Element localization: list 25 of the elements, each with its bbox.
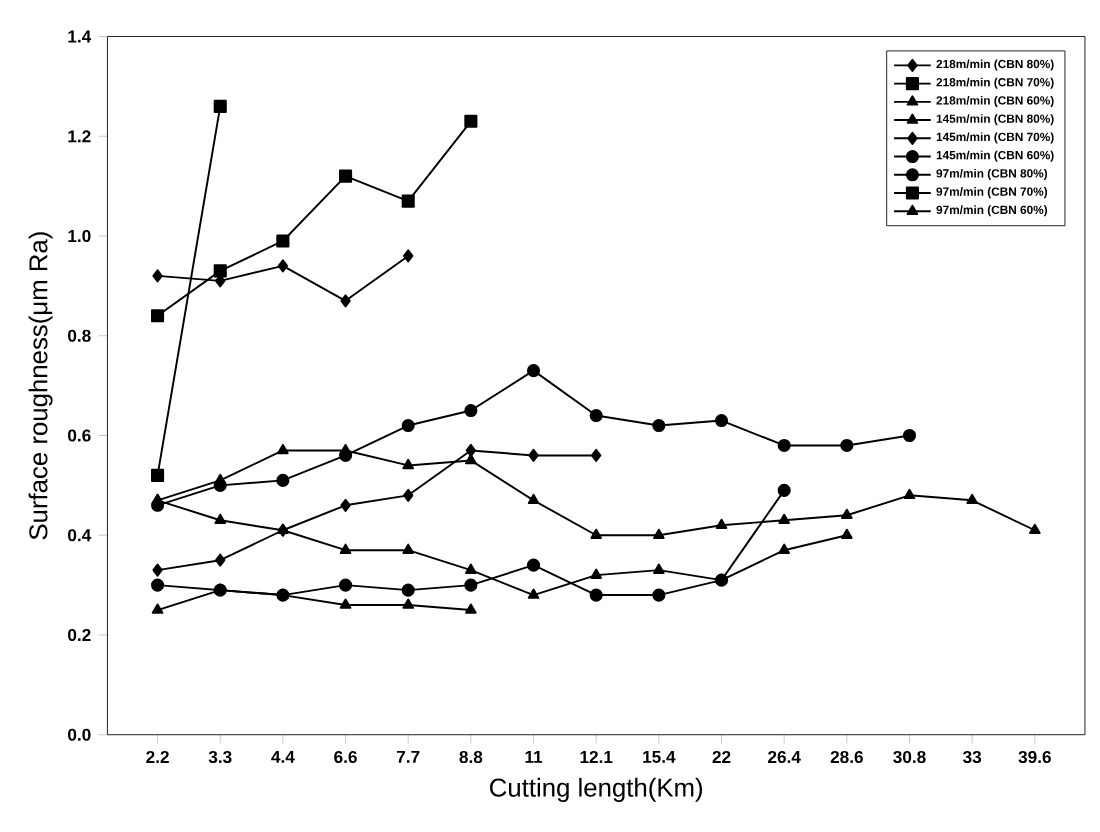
x-tick-label: 33 xyxy=(963,751,982,764)
x-tick-label: 12.1 xyxy=(580,751,613,764)
x-tick-label: 39.6 xyxy=(1018,751,1051,764)
y-axis-title: Surface roughness(μm Ra) xyxy=(28,232,53,540)
y-tick-label: 1.2 xyxy=(68,130,91,143)
y-tick-label: 0.8 xyxy=(68,329,91,343)
y-tick-label: 0.0 xyxy=(68,728,91,742)
x-tick-label: 30.8 xyxy=(893,751,926,764)
x-tick-label: 7.7 xyxy=(397,751,420,764)
x-tick-label: 6.6 xyxy=(334,751,357,764)
x-tick-label: 26.4 xyxy=(768,751,801,764)
y-tick-label: 1.0 xyxy=(68,230,91,243)
y-tick-label: 0.2 xyxy=(68,629,91,642)
x-axis-title: Cutting length(Km) xyxy=(490,778,702,803)
y-tick-label: 1.4 xyxy=(68,30,92,43)
x-tick-label: 8.8 xyxy=(459,751,483,764)
x-tick-label: 2.2 xyxy=(146,751,169,764)
x-tick-label: 15.4 xyxy=(643,751,676,764)
y-tick-label: 0.6 xyxy=(68,429,91,442)
x-tick-label: 22 xyxy=(712,751,731,764)
x-tick-label: 11 xyxy=(525,751,543,764)
y-tick-label: 0.4 xyxy=(68,529,92,542)
x-tick-label: 3.3 xyxy=(208,751,232,764)
x-tick-label: 4.4 xyxy=(271,751,295,764)
x-tick-label: 28.6 xyxy=(830,751,863,764)
